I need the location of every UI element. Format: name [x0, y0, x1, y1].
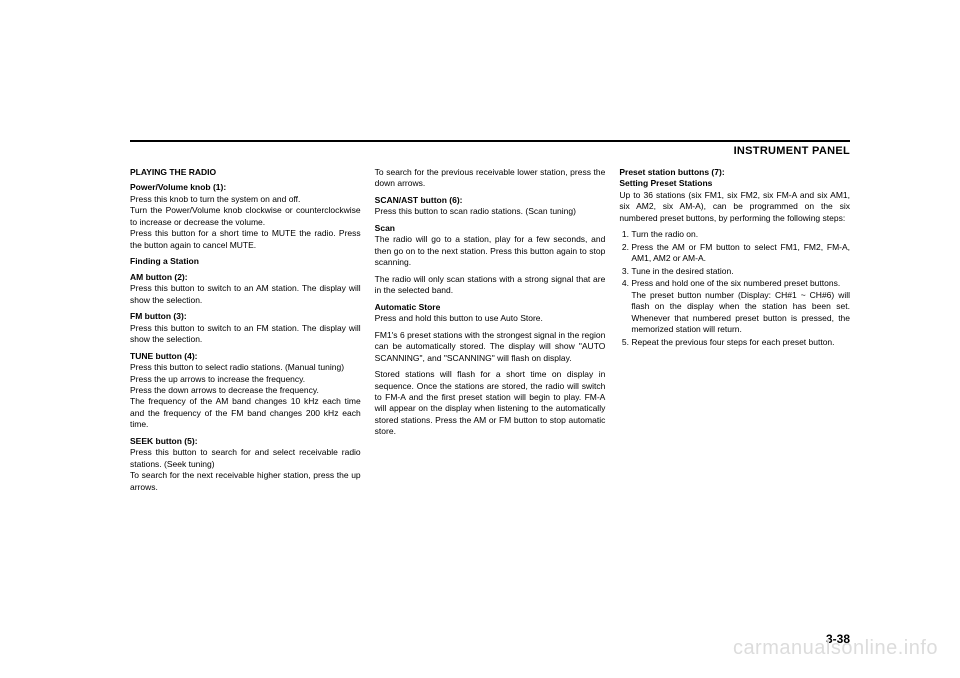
- heading-scan: Scan: [375, 223, 606, 234]
- body-text: The frequency of the AM band changes 10 …: [130, 396, 361, 430]
- body-text: Press and hold this button to use Auto S…: [375, 313, 606, 324]
- heading-setting-preset: Setting Preset Stations: [619, 178, 850, 189]
- body-text: Press this button for a short time to MU…: [130, 228, 361, 251]
- body-text: Press this button to select radio statio…: [130, 362, 361, 373]
- content-columns: PLAYING THE RADIO Power/Volume knob (1):…: [130, 167, 850, 493]
- heading-tune-button: TUNE button (4):: [130, 351, 361, 362]
- body-text: To search for the next receivable higher…: [130, 470, 361, 493]
- body-text: Press this button to switch to an FM sta…: [130, 323, 361, 346]
- heading-preset-buttons: Preset station buttons (7):: [619, 167, 850, 178]
- steps-list: Turn the radio on. Press the AM or FM bu…: [619, 229, 850, 348]
- body-text: Press the down arrows to decrease the fr…: [130, 385, 361, 396]
- heading-auto-store: Automatic Store: [375, 302, 606, 313]
- list-item-text: Press and hold one of the six numbered p…: [631, 278, 840, 288]
- column-1: PLAYING THE RADIO Power/Volume knob (1):…: [130, 167, 361, 493]
- list-item: Press the AM or FM button to select FM1,…: [631, 242, 850, 265]
- body-text: Up to 36 stations (six FM1, six FM2, six…: [619, 190, 850, 224]
- list-item-text: The preset button number (Display: CH#1 …: [631, 290, 850, 334]
- body-text: Press this knob to turn the system on an…: [130, 194, 361, 205]
- heading-scan-ast: SCAN/AST button (6):: [375, 195, 606, 206]
- list-item: Repeat the previous four steps for each …: [631, 337, 850, 348]
- body-text: Press the up arrows to increase the freq…: [130, 374, 361, 385]
- header-rule: [130, 140, 850, 142]
- heading-fm-button: FM button (3):: [130, 311, 361, 322]
- body-text: FM1's 6 preset stations with the stronge…: [375, 330, 606, 364]
- body-text: The radio will only scan stations with a…: [375, 274, 606, 297]
- section-title: INSTRUMENT PANEL: [130, 145, 850, 157]
- manual-page: INSTRUMENT PANEL PLAYING THE RADIO Power…: [130, 140, 850, 618]
- column-2: To search for the previous receivable lo…: [375, 167, 606, 493]
- body-text: Press this button to switch to an AM sta…: [130, 283, 361, 306]
- body-text: Stored stations will flash for a short t…: [375, 369, 606, 438]
- list-item: Turn the radio on.: [631, 229, 850, 240]
- body-text: Press this button to search for and sele…: [130, 447, 361, 470]
- heading-finding-station: Finding a Station: [130, 256, 361, 267]
- heading-playing-radio: PLAYING THE RADIO: [130, 167, 361, 178]
- body-text: To search for the previous receivable lo…: [375, 167, 606, 190]
- heading-seek-button: SEEK button (5):: [130, 436, 361, 447]
- watermark: carmanualsonline.info: [733, 637, 938, 660]
- body-text: Press this button to scan radio stations…: [375, 206, 606, 217]
- column-3: Preset station buttons (7): Setting Pres…: [619, 167, 850, 493]
- heading-power-volume: Power/Volume knob (1):: [130, 182, 361, 193]
- body-text: Turn the Power/Volume knob clockwise or …: [130, 205, 361, 228]
- list-item: Tune in the desired station.: [631, 266, 850, 277]
- body-text: The radio will go to a station, play for…: [375, 234, 606, 268]
- heading-am-button: AM button (2):: [130, 272, 361, 283]
- list-item: Press and hold one of the six numbered p…: [631, 278, 850, 335]
